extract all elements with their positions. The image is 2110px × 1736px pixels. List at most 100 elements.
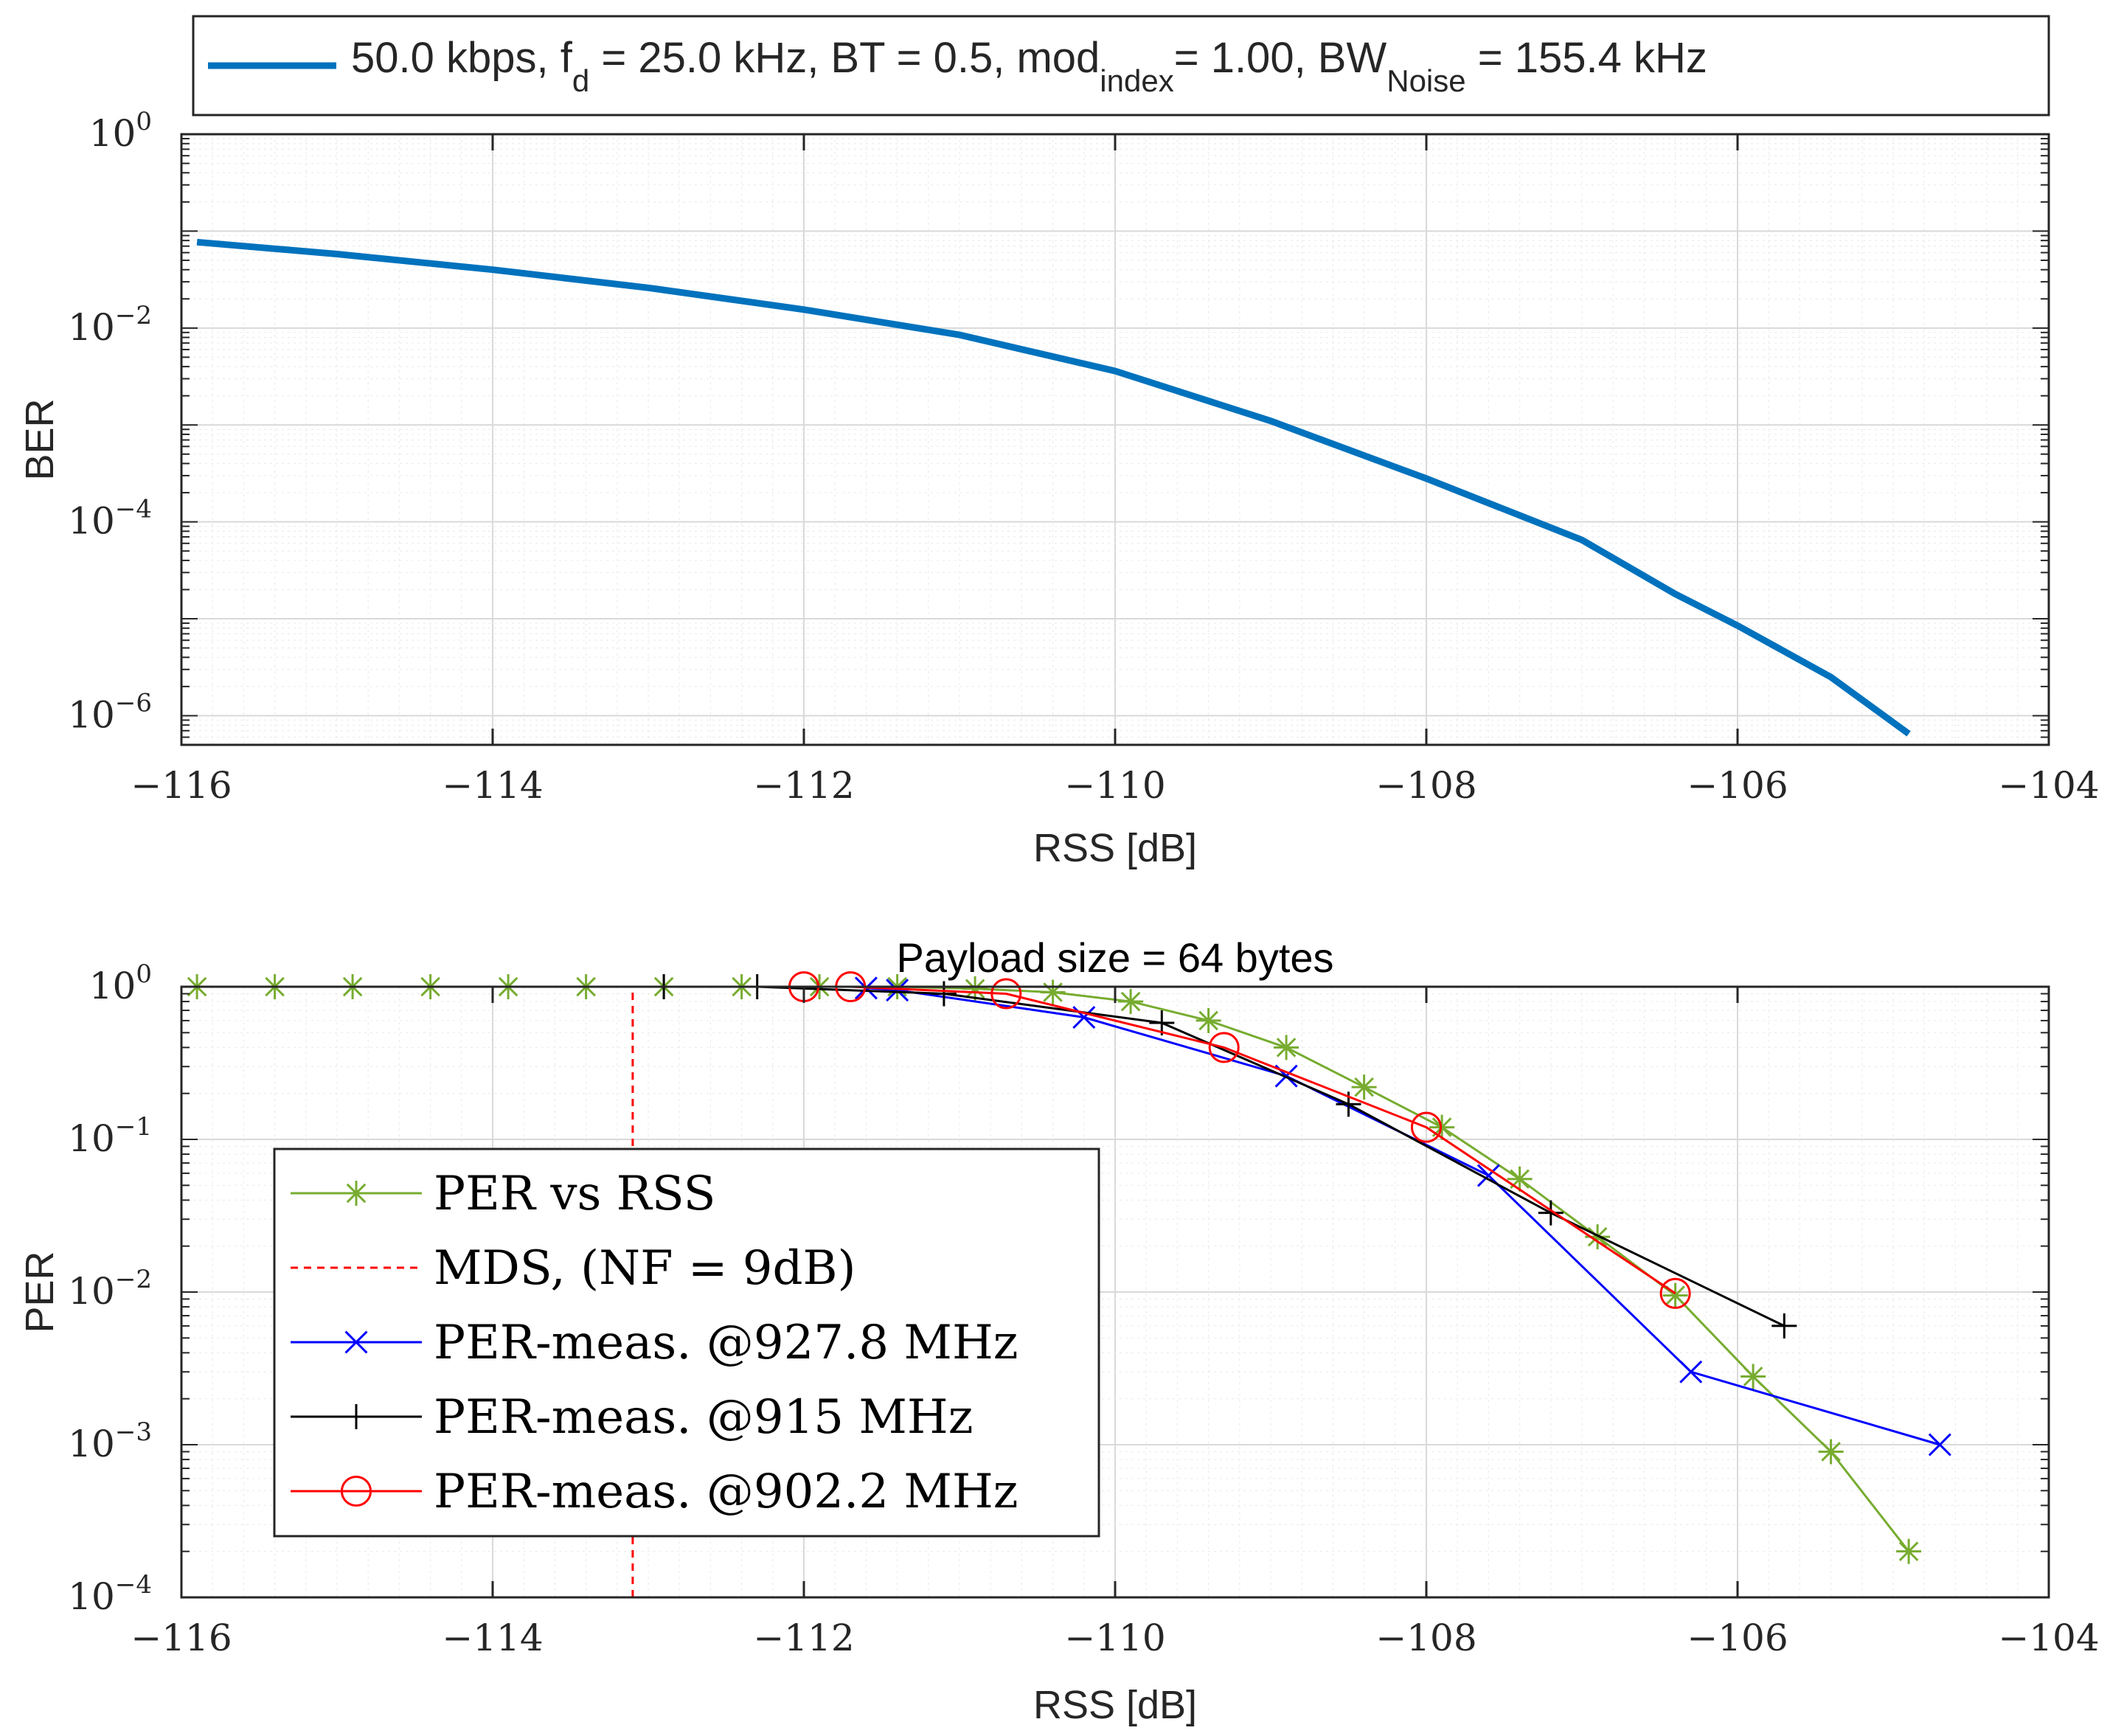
- ber-y-tick-exponent: −6: [115, 688, 152, 718]
- ber-legend-box: [192, 15, 2050, 117]
- ber-legend-part: 50.0 kbps, f: [351, 34, 573, 82]
- per-series-per-meas-927-8-mhz-point-d2: [886, 979, 909, 1002]
- ber-y-tick-base: 10: [68, 693, 115, 736]
- per-series-per-meas-927-8-mhz-point-d2: [1928, 1433, 1951, 1456]
- ber-y-tick-base: 10: [89, 112, 136, 155]
- per-series-per-vs-rss-point-d2: [1587, 1226, 1608, 1247]
- ber-y-axis-label: BER: [18, 398, 62, 480]
- per-ticks: [180, 986, 2050, 1598]
- ber-legend-part: = 155.4 kHz: [1466, 34, 1707, 82]
- per-y-tick-base: 10: [89, 965, 136, 1007]
- ber-y-tick-exponent: −2: [115, 301, 152, 330]
- per-series-per-vs-rss-point: [1896, 1538, 1922, 1564]
- ber-y-tick-base: 10: [68, 500, 115, 543]
- per-y-tick-label: 10−1: [68, 1112, 152, 1160]
- per-y-tick-base: 10: [68, 1423, 115, 1465]
- ber-legend-part: index: [1100, 63, 1173, 98]
- per-y-tick-base: 10: [68, 1270, 115, 1313]
- per-legend-entry-per-meas-927-8-mhz-label: PER-meas. @927.8 MHz: [434, 1316, 1018, 1370]
- per-legend-entry-per-vs-rss-marker: [344, 1181, 369, 1206]
- per-series-per-meas-927-8-mhz-point: [1928, 1433, 1951, 1456]
- ber-series-group: [196, 238, 1911, 737]
- ber-legend-part: Noise: [1387, 63, 1465, 98]
- per-x-tick-label: −116: [131, 1617, 232, 1659]
- ber-x-axis-label: RSS [dB]: [1033, 826, 1197, 870]
- ber-x-tick-label: −112: [753, 764, 854, 807]
- per-y-tick-label: 10−2: [68, 1265, 152, 1313]
- per-y-tick-label: 10−3: [68, 1417, 152, 1465]
- ber-y-tick-label: 100: [89, 107, 152, 155]
- per-series-per-meas-902-2-mhz-point: [1410, 1111, 1443, 1143]
- ber-legend-label: 50.0 kbps, fd = 25.0 kHz, BT = 0.5, modi…: [351, 34, 1707, 98]
- per-series-per-vs-rss-point: [1507, 1166, 1533, 1192]
- per-legend-entry-per-vs-rss-marker-d2: [346, 1183, 367, 1204]
- per-series-per-vs-rss-point-d2: [1354, 1077, 1374, 1097]
- per-y-tick-base: 10: [68, 1575, 115, 1618]
- per-x-tick-labels: −116 −114 −112 −110 −108 −106 −104: [131, 1617, 2099, 1659]
- per-legend-entry-per-meas-927-8-mhz: PER-meas. @927.8 MHz: [291, 1316, 1018, 1370]
- ber-y-tick-base: 10: [68, 306, 115, 349]
- ber-x-tick-labels: −116 −114 −112 −110 −108 −106 −104: [131, 764, 2099, 807]
- per-series-per-vs-rss-point-d2: [1276, 1038, 1297, 1058]
- ber-x-tick-label: −116: [131, 764, 232, 807]
- per-x-axis-label: RSS [dB]: [1033, 1683, 1197, 1727]
- per-x-tick-label: −110: [1064, 1617, 1165, 1659]
- per-x-tick-label: −106: [1687, 1617, 1788, 1659]
- ber-x-tick-label: −106: [1687, 764, 1788, 807]
- per-x-tick-label: −112: [753, 1617, 854, 1659]
- per-y-tick-label: 10−4: [68, 1570, 152, 1618]
- per-legend-entry-per-meas-927-8-mhz-marker: [344, 1330, 368, 1354]
- per-x-tick-label: −108: [1375, 1617, 1476, 1659]
- per-legend-entry-per-meas-915-mhz-marker: [344, 1404, 369, 1429]
- per-series-per-meas-915-mhz-point: [1771, 1313, 1797, 1339]
- per-series-per-meas-902-2-mhz-point-ring: [990, 978, 1022, 1010]
- per-series-per-vs-rss-point: [1040, 979, 1066, 1005]
- per-y-tick-exponent: −1: [115, 1112, 152, 1142]
- per-legend-entry-per-meas-915-mhz: PER-meas. @915 MHz: [291, 1390, 973, 1445]
- per-series-per-vs-rss-point: [1195, 1007, 1221, 1033]
- per-x-tick-label: −114: [442, 1617, 543, 1659]
- per-series-per-meas-927-8-mhz-point-d2: [1072, 1006, 1096, 1030]
- per-series-per-meas-902-2-mhz-point: [1208, 1032, 1240, 1063]
- per-series-per-vs-rss-point: [1585, 1224, 1611, 1250]
- ber-y-tick-label: 10−6: [68, 688, 152, 736]
- per-series-per-vs-rss-point: [1118, 989, 1144, 1015]
- per-legend[interactable]: PER vs RSS MDS, (NF = 9dB) PER-meas. @927.…: [273, 1148, 1100, 1538]
- per-series-per-meas-902-2-mhz-point-ring: [1410, 1111, 1443, 1143]
- per-legend-entry-per-meas-902-2-mhz-marker-ring: [340, 1475, 372, 1507]
- per-series-per-vs-rss-point: [1351, 1074, 1377, 1100]
- ber-y-tick-label: 10−2: [68, 301, 152, 349]
- per-legend-entry-per-meas-915-mhz-label: PER-meas. @915 MHz: [434, 1390, 973, 1445]
- ber-x-tick-label: −108: [1375, 764, 1476, 807]
- per-y-tick-exponent: −2: [115, 1265, 152, 1294]
- ber-legend-part: = 25.0 kHz, BT = 0.5, mod: [589, 34, 1100, 82]
- per-x-tick-label: −104: [1998, 1617, 2099, 1659]
- per-series-per-meas-902-2-mhz-point: [990, 978, 1022, 1010]
- per-legend-entry-per-vs-rss: PER vs RSS: [291, 1167, 715, 1221]
- ber-y-tick-label: 10−4: [68, 495, 152, 543]
- per-series-per-vs-rss-point-d2: [1665, 1285, 1685, 1305]
- per-y-tick-exponent: −3: [115, 1417, 152, 1447]
- per-series-per-meas-927-8-mhz-point-d2: [1476, 1164, 1500, 1187]
- per-legend-entry-mds-nf-9db: MDS, (NF = 9dB): [291, 1241, 856, 1296]
- ber-y-tick-exponent: −4: [115, 495, 152, 524]
- per-series-per-meas-902-2-mhz-point: [1659, 1277, 1691, 1309]
- ber-legend[interactable]: 50.0 kbps, fd = 25.0 kHz, BT = 0.5, modi…: [192, 15, 2050, 117]
- per-legend-entry-per-meas-902-2-mhz-label: PER-meas. @902.2 MHz: [434, 1465, 1018, 1519]
- ber-y-tick-exponent: 0: [136, 107, 152, 136]
- per-y-axis-label: PER: [18, 1251, 62, 1333]
- per-legend-entry-per-meas-902-2-mhz: PER-meas. @902.2 MHz: [291, 1465, 1018, 1519]
- per-series-per-meas-927-8-mhz-point: [886, 979, 909, 1002]
- per-legend-entry-per-meas-902-2-mhz-marker: [340, 1475, 372, 1507]
- ber-series-50-0-kbps-fd-25-0-khz-bt-0-5-modindex-1--line: [196, 238, 1911, 737]
- per-series-per-vs-rss-point-d2: [1898, 1541, 1919, 1561]
- ber-chart: −116 −114 −112 −110 −108 −106 −104 10010−210−4…: [18, 15, 2100, 870]
- per-y-tick-base: 10: [68, 1117, 115, 1160]
- per-chart: −116 −114 −112 −110 −108 −106 −104 10010−110−2…: [18, 934, 2100, 1727]
- per-series-per-vs-rss-point-d2: [1821, 1442, 1841, 1462]
- per-series-per-vs-rss-point: [1741, 1364, 1766, 1389]
- per-series-per-vs-rss-point-d2: [1120, 991, 1141, 1012]
